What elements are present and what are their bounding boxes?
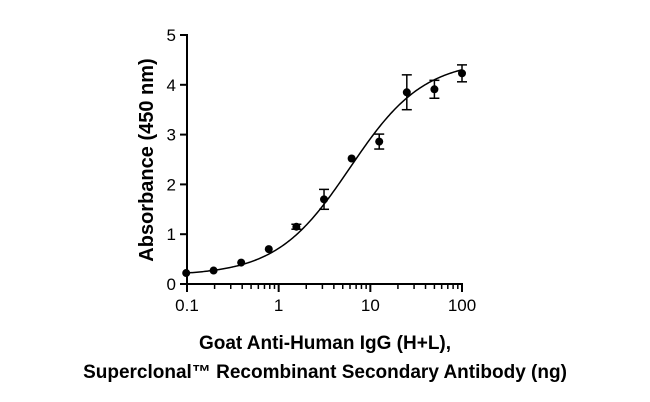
y-tick-label: 0 [167,275,176,294]
data-point [182,269,191,278]
x-tick-label: 0.1 [175,296,199,315]
data-point [458,69,466,78]
data-point [430,85,439,94]
data-point [347,154,356,163]
y-tick-label: 5 [167,26,176,45]
data-point [402,88,411,97]
y-tick-label: 2 [167,175,176,194]
x-tick-label: 100 [448,296,476,315]
fit-curve [186,69,463,274]
data-points-layer [182,64,467,278]
x-tick-label: 10 [361,296,380,315]
data-point [320,195,329,204]
data-point [292,222,301,231]
x-tick-label: 1 [274,296,283,315]
x-axis-title-line1: Goat Anti-Human IgG (H+L), [199,333,451,354]
data-point [209,266,218,275]
y-tick-label: 3 [167,126,176,145]
fit-curve-layer [186,69,463,274]
y-tick-label: 4 [167,76,176,95]
x-axis-title-line2: Superclonal™ Recombinant Secondary Antib… [83,362,567,383]
data-point [264,245,273,254]
y-tick-label: 1 [167,225,176,244]
data-point [237,258,246,267]
axes: 0 1 2 3 4 5 0.1 1 10 100 [167,26,477,315]
data-point [375,137,384,146]
y-axis-title: Absorbance (450 nm) [136,58,158,261]
